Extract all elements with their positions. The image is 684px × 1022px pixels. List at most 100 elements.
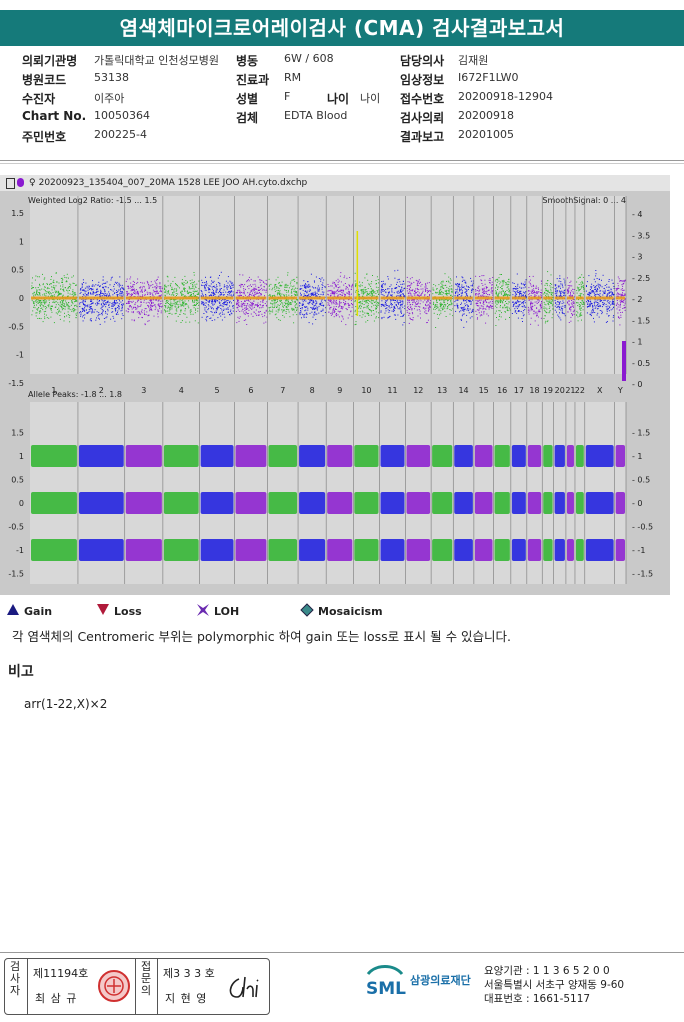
plot-file-name: 20200923_135404_007_20MA 1528 LEE JOO AH… bbox=[38, 178, 308, 188]
chromosome-label: 14 bbox=[458, 386, 468, 395]
y2-tick-label: - 2.5 bbox=[632, 274, 650, 283]
info-label: 병원코드 bbox=[22, 73, 67, 87]
org-street: 서울특별시 서초구 양재동 9-60 bbox=[484, 979, 625, 991]
chromosome-Y-log2 bbox=[615, 276, 626, 326]
info-label: 검사의뢰 bbox=[400, 111, 445, 125]
allele-tick-label-right: - 0.5 bbox=[632, 476, 650, 485]
chromosome-10-log2 bbox=[354, 272, 380, 326]
info-row: 수진자 이주아 성별 F 접수번호 20200918-12904 나이 나이 bbox=[0, 90, 684, 108]
chromosome-label: 18 bbox=[529, 386, 539, 395]
chromosome-7-allele bbox=[268, 445, 298, 561]
chromosome-22-log2 bbox=[575, 274, 585, 322]
chromosome-label: 10 bbox=[361, 386, 371, 395]
chromosome-label: 8 bbox=[310, 386, 315, 395]
info-label: Chart No. bbox=[22, 109, 87, 123]
chromosome-13-log2 bbox=[432, 273, 454, 328]
chromosome-9-log2 bbox=[327, 272, 354, 326]
loh-star-icon bbox=[196, 603, 210, 620]
chromosome-14-log2 bbox=[454, 276, 474, 328]
allele-peaks-label: Allele Peaks: -1.8 ... 1.8 bbox=[28, 390, 122, 399]
info-value: EDTA Blood bbox=[284, 109, 348, 122]
chromosome-label: 6 bbox=[248, 386, 253, 395]
info-value: I672F1LW0 bbox=[458, 71, 519, 84]
allele-tick-label-right: - 1.5 bbox=[632, 429, 650, 438]
chromosome-21-log2 bbox=[566, 277, 575, 323]
inspector-number: 제11194호 bbox=[33, 967, 89, 980]
chromosome-15-allele bbox=[474, 445, 493, 561]
chromosome-2-allele bbox=[78, 445, 124, 561]
chromosome-10-allele bbox=[354, 445, 379, 561]
legend-item: Loss bbox=[96, 603, 142, 619]
chromosome-label: 4 bbox=[179, 386, 184, 395]
chromosome-6-log2 bbox=[235, 274, 268, 325]
chromosome-18-allele bbox=[527, 445, 542, 561]
allele-tick-label: 1 bbox=[19, 452, 24, 461]
chromosome-label: 20 bbox=[555, 386, 565, 395]
y-chromosome-loss-bar bbox=[622, 341, 626, 381]
info-label: 병동 bbox=[236, 54, 259, 68]
chromosome-9-allele bbox=[327, 445, 353, 561]
sml-logo: SML 삼광의료재단 bbox=[364, 962, 471, 998]
chromosome-13-allele bbox=[432, 445, 453, 561]
info-label: 수진자 bbox=[22, 92, 56, 106]
chromosome-18-log2 bbox=[527, 275, 543, 326]
chromosome-label: 15 bbox=[479, 386, 489, 395]
chromosome-11-log2 bbox=[380, 269, 406, 326]
chromosome-22-allele bbox=[575, 445, 584, 561]
allele-tick-label-right: - -0.5 bbox=[632, 523, 653, 532]
chromosome-label: 9 bbox=[337, 386, 342, 395]
allele-tick-label-right: - -1.5 bbox=[632, 570, 653, 579]
divider bbox=[0, 163, 684, 164]
legend-label: Loss bbox=[114, 604, 142, 618]
chromosome-label: X bbox=[597, 386, 603, 395]
legend-label: Mosaicism bbox=[318, 605, 383, 618]
info-label: 접수번호 bbox=[400, 92, 445, 106]
allele-tick-label: -1 bbox=[16, 546, 24, 555]
chromosome-11-allele bbox=[380, 445, 405, 561]
plot-header: ♀ 20200923_135404_007_20MA 1528 LEE JOO A… bbox=[0, 175, 670, 191]
info-label: 결과보고 bbox=[400, 130, 445, 144]
chromosome-X-allele bbox=[585, 445, 614, 561]
chromosome-15-log2 bbox=[474, 275, 494, 324]
marker-icon bbox=[17, 178, 24, 187]
centromere-note: 각 염색체의 Centromeric 부위는 polymorphic 하여 ga… bbox=[12, 629, 512, 644]
info-row: 주민번호 200225-4 결과보고 20201005 bbox=[0, 128, 684, 146]
file-icon bbox=[6, 178, 15, 189]
chromosome-20-allele bbox=[554, 445, 565, 561]
info-value: RM bbox=[284, 71, 302, 84]
info-value: 20200918 bbox=[458, 109, 514, 122]
y2-tick-label: - 3 bbox=[632, 253, 643, 262]
chromosome-label: 7 bbox=[280, 386, 285, 395]
chromosome-14-allele bbox=[454, 445, 473, 561]
y2-tick-label: - 1.5 bbox=[632, 316, 650, 325]
chromosome-5-allele bbox=[200, 445, 234, 561]
chromosome-17-allele bbox=[511, 445, 526, 561]
allele-tick-label-right: - 1 bbox=[632, 452, 643, 461]
chromosome-1-log2 bbox=[31, 272, 78, 324]
chromosome-label: 11 bbox=[387, 386, 397, 395]
chromosome-3-log2 bbox=[125, 276, 163, 326]
chromosome-Y-allele bbox=[615, 445, 625, 561]
chromosome-7-log2 bbox=[268, 272, 298, 324]
info-value: 이주아 bbox=[94, 92, 125, 105]
allele-tick-label: -0.5 bbox=[8, 523, 24, 532]
legend-item: LOH bbox=[196, 603, 239, 620]
legend: Gain Loss LOH Mosaicism bbox=[6, 603, 676, 619]
seal-icon bbox=[98, 970, 130, 1002]
y-tick-label: -1 bbox=[16, 351, 24, 360]
info-label: 주민번호 bbox=[22, 130, 67, 144]
chromosome-X-log2 bbox=[585, 270, 615, 323]
info-value: F bbox=[284, 90, 291, 103]
info-row: 의뢰기관명 가톨릭대학교 인천성모병원 병동 6W / 608 담당의사 김재원 bbox=[0, 52, 684, 70]
result-text: arr(1-22,X)×2 bbox=[24, 697, 108, 711]
org-name: 삼광의료재단 bbox=[410, 974, 471, 987]
female-icon: ♀ bbox=[29, 178, 36, 188]
chromosome-label: 17 bbox=[514, 386, 524, 395]
chromosome-8-allele bbox=[299, 445, 326, 561]
allele-tick-label: 0 bbox=[19, 499, 24, 508]
y-tick-label: -0.5 bbox=[8, 322, 24, 331]
chromosome-4-allele bbox=[163, 445, 199, 561]
footer-divider bbox=[0, 952, 684, 953]
